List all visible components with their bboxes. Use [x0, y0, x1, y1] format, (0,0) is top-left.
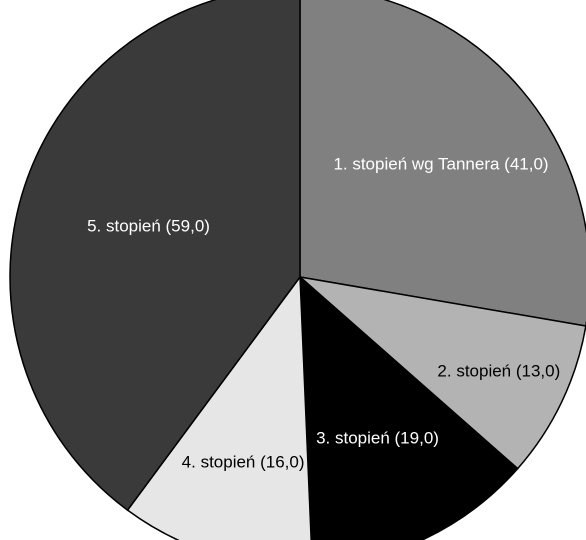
pie-slice-3 — [299, 275, 519, 540]
pie-slices — [9, 0, 586, 540]
pie-slice-label-1: 1. stopień wg Tannera (41,0) — [333, 154, 548, 173]
pie-slice-1 — [299, 0, 586, 327]
pie-slice-4 — [126, 274, 312, 540]
pie-labels: 1. stopień wg Tannera (41,0) 2. stopień (… — [87, 154, 560, 471]
pie-slice-2 — [297, 275, 586, 470]
pie-slice-label-5: 5. stopień (59,0) — [87, 217, 210, 236]
pie-slice-label-4: 4. stopień (16,0) — [182, 452, 305, 471]
pie-slice-label-3: 3. stopień (19,0) — [316, 429, 439, 448]
pie-slice-5 — [9, 0, 301, 512]
pie-slice-label-2: 2. stopień (13,0) — [437, 362, 560, 381]
